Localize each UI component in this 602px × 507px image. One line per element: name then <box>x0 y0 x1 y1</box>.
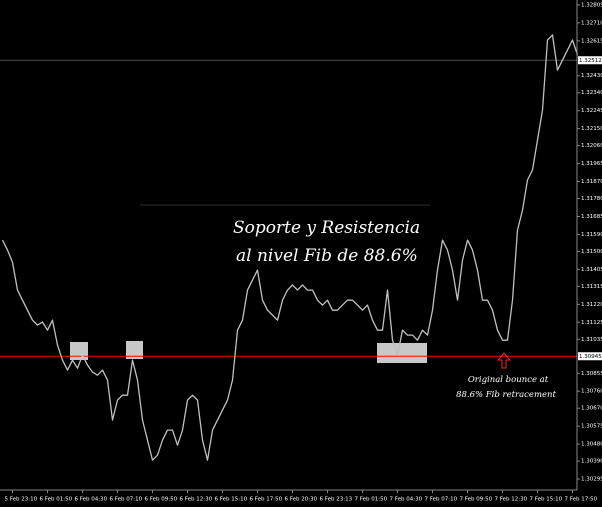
y-tick-label: 1.32430 <box>581 73 602 79</box>
y-tick-label: 1.30390 <box>581 459 602 465</box>
y-tick-label: 1.31220 <box>581 302 602 308</box>
y-tick-label: 1.32805 <box>581 2 602 8</box>
x-tick-label: 6 Feb 07:10 <box>110 497 143 503</box>
x-tick-label: 5 Feb 23:10 <box>5 497 38 503</box>
y-tick-label: 1.31315 <box>581 284 602 290</box>
y-tick-label: 1.30295 <box>581 477 602 483</box>
highlight-box <box>377 343 427 363</box>
x-tick-label: 6 Feb 20:30 <box>285 497 318 503</box>
y-tick-label: 1.31965 <box>581 161 602 167</box>
price-label: 1.30945 <box>579 354 602 360</box>
y-tick-label: 1.32615 <box>581 38 602 44</box>
x-tick-label: 6 Feb 15:10 <box>215 497 248 503</box>
y-tick-label: 1.32710 <box>581 20 602 26</box>
x-tick-label: 6 Feb 23:13 <box>320 497 353 503</box>
price-line <box>1 34 579 461</box>
x-tick-label: 6 Feb 09:50 <box>145 497 178 503</box>
x-tick-label: 7 Feb 01:50 <box>355 497 388 503</box>
x-tick-label: 7 Feb 04:30 <box>390 497 423 503</box>
y-tick-label: 1.31125 <box>581 320 602 326</box>
highlights <box>70 341 427 363</box>
y-tick-label: 1.31405 <box>581 267 602 273</box>
x-tick-label: 7 Feb 15:10 <box>530 497 563 503</box>
y-tick-label: 1.31035 <box>581 337 602 343</box>
y-tick-label: 1.31780 <box>581 196 602 202</box>
y-tick-label: 1.31685 <box>581 214 602 220</box>
x-tick-label: 6 Feb 12:30 <box>180 497 213 503</box>
x-tick-label: 7 Feb 17:50 <box>565 497 598 503</box>
y-tick-label: 1.31870 <box>581 179 602 185</box>
annotation: Original bounce at <box>468 375 549 385</box>
y-tick-label: 1.32245 <box>581 108 602 114</box>
y-tick-label: 1.32340 <box>581 90 602 96</box>
annotation: 88.6% Fib retracement <box>456 390 556 400</box>
x-tick-label: 7 Feb 07:10 <box>425 497 458 503</box>
arrow <box>496 352 512 369</box>
x-tick-label: 7 Feb 09:50 <box>460 497 493 503</box>
y-tick-label: 1.31500 <box>581 249 602 255</box>
x-tick-label: 6 Feb 17:50 <box>250 497 283 503</box>
x-tick-label: 6 Feb 04:30 <box>75 497 108 503</box>
y-tick-label: 1.32150 <box>581 126 602 132</box>
y-tick-label: 1.30480 <box>581 442 602 448</box>
y-tick-label: 1.30575 <box>581 424 602 430</box>
y-tick-label: 1.31590 <box>581 232 602 238</box>
annotation: Soporte y Resistencia <box>233 218 420 238</box>
y-tick-label: 1.30760 <box>581 389 602 395</box>
y-tick-label: 1.30670 <box>581 406 602 412</box>
plot <box>0 34 579 461</box>
highlight-box <box>70 342 88 360</box>
price-label-box <box>578 352 602 361</box>
annotation: al nivel Fib de 88.6% <box>236 246 418 266</box>
y-tick-label: 1.30855 <box>581 371 602 377</box>
price-label: 1.32512 <box>579 58 602 64</box>
x-tick-label: 7 Feb 12:30 <box>495 497 528 503</box>
x-tick-label: 6 Feb 01:50 <box>40 497 73 503</box>
highlight-box <box>126 341 143 359</box>
y-tick-label: 1.32060 <box>581 143 602 149</box>
price-label-box <box>578 56 602 65</box>
